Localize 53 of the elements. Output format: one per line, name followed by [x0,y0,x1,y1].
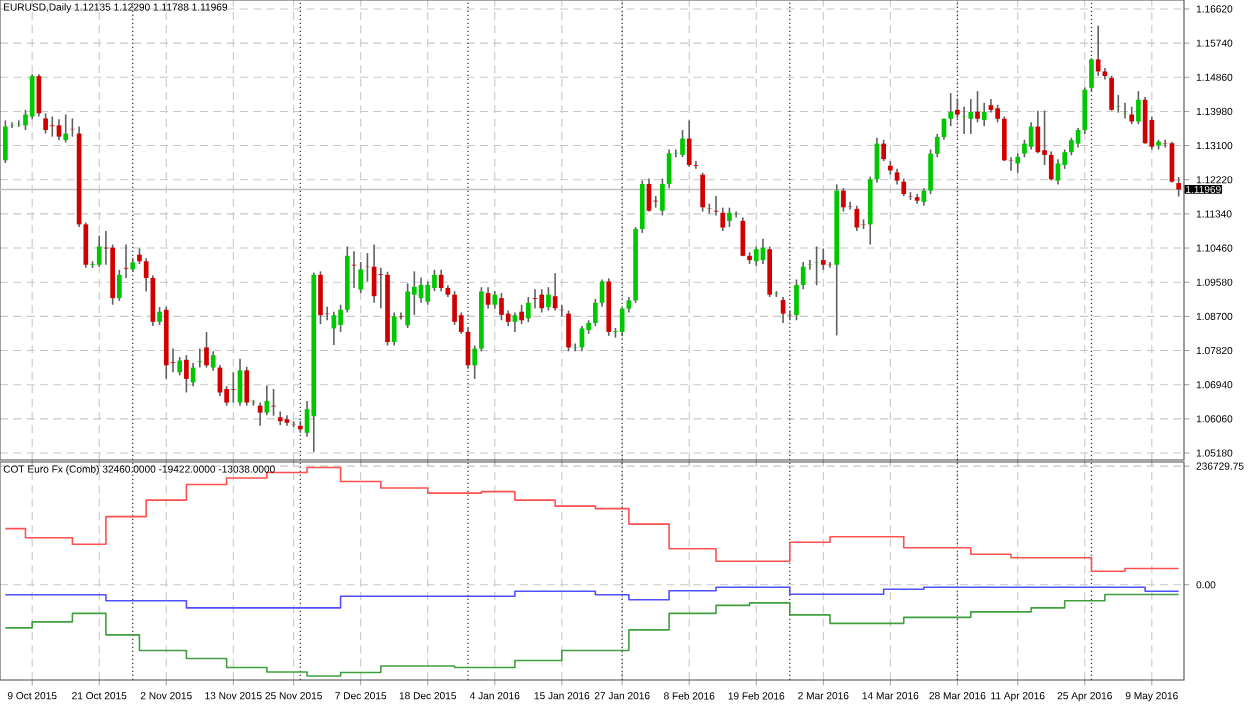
candlestick [975,90,980,124]
candlestick [405,282,410,329]
candlestick [244,366,250,407]
candlestick [519,303,524,325]
candlestick [197,347,203,369]
candlestick [49,115,55,138]
candlestick [512,311,518,333]
candlestick [472,344,478,380]
candlestick [1136,90,1141,126]
candlestick [1095,24,1101,77]
candlestick [1048,150,1054,182]
candlestick [318,270,323,325]
candlestick [391,311,397,347]
candlestick [820,247,826,271]
candlestick [1055,158,1061,186]
candlestick [854,204,860,232]
candlestick [63,113,69,144]
candlestick [700,171,705,213]
candlestick [1109,74,1114,112]
candlestick [968,98,974,135]
candlestick [425,280,431,306]
candlestick [767,245,773,298]
candlestick [438,269,444,292]
candlestick [686,119,692,168]
candlestick [1015,152,1021,174]
candlestick [525,296,531,323]
candlestick [981,102,987,127]
candlestick [753,245,759,267]
candlestick [43,112,48,135]
candlestick [814,245,819,287]
candlestick [1115,94,1121,114]
candlestick [277,410,283,426]
candlestick [96,234,102,268]
candlestick [881,138,886,162]
candlestick [177,356,183,377]
candlestick [3,119,8,164]
candlestick [29,73,35,120]
candlestick [566,309,571,353]
candlestick [452,290,457,326]
candlestick [123,243,129,279]
candlestick [1035,109,1041,155]
candlestick [351,250,357,289]
candlestick [727,206,732,228]
candlestick [499,292,504,322]
candlestick [184,354,189,394]
candlestick [204,331,209,369]
candlestick [680,129,685,159]
candlestick [539,288,545,314]
candlestick [841,187,846,213]
candlestick [56,118,62,141]
candlestick [532,288,538,310]
candlestick [1176,176,1181,198]
candlestick [230,371,236,404]
